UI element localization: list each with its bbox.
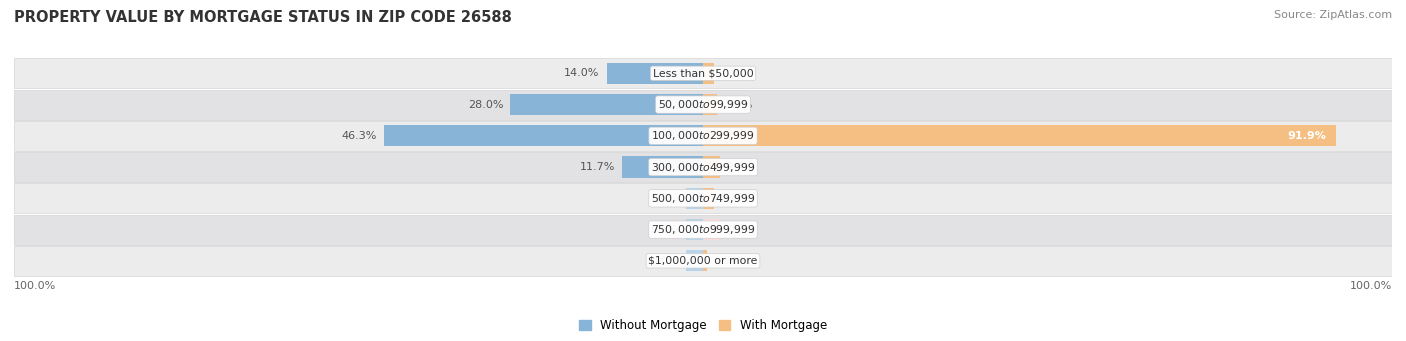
Text: 0.0%: 0.0%: [651, 256, 679, 266]
Legend: Without Mortgage, With Mortgage: Without Mortgage, With Mortgage: [574, 314, 832, 337]
Bar: [703, 188, 714, 209]
Text: 0.54%: 0.54%: [714, 256, 749, 266]
Bar: [14, 58, 1392, 88]
Text: Source: ZipAtlas.com: Source: ZipAtlas.com: [1274, 10, 1392, 20]
Bar: [703, 125, 1336, 147]
Text: 28.0%: 28.0%: [468, 100, 503, 109]
Text: 2.0%: 2.0%: [724, 100, 752, 109]
Text: $1,000,000 or more: $1,000,000 or more: [648, 256, 758, 266]
Text: $500,000 to $749,999: $500,000 to $749,999: [651, 192, 755, 205]
Text: 1.6%: 1.6%: [721, 193, 749, 203]
Bar: [703, 94, 717, 115]
Text: PROPERTY VALUE BY MORTGAGE STATUS IN ZIP CODE 26588: PROPERTY VALUE BY MORTGAGE STATUS IN ZIP…: [14, 10, 512, 25]
Text: Less than $50,000: Less than $50,000: [652, 68, 754, 78]
Bar: [14, 121, 1392, 151]
Text: 0.0%: 0.0%: [651, 225, 679, 235]
Bar: [14, 214, 1392, 244]
Bar: [703, 63, 714, 84]
Text: $100,000 to $299,999: $100,000 to $299,999: [651, 129, 755, 142]
Text: 46.3%: 46.3%: [342, 131, 377, 141]
Bar: [686, 219, 703, 240]
Text: 2.4%: 2.4%: [727, 162, 755, 172]
Text: 91.9%: 91.9%: [1286, 131, 1326, 141]
Bar: [686, 250, 703, 271]
Text: 14.0%: 14.0%: [564, 68, 599, 78]
Bar: [14, 152, 1392, 182]
Bar: [14, 246, 1392, 276]
Bar: [14, 183, 1392, 213]
Bar: [606, 63, 703, 84]
Bar: [703, 250, 707, 271]
Bar: [384, 125, 703, 147]
Text: 1.6%: 1.6%: [721, 68, 749, 78]
Text: 100.0%: 100.0%: [1350, 281, 1392, 291]
Bar: [510, 94, 703, 115]
Bar: [703, 219, 720, 240]
Bar: [703, 157, 720, 178]
Text: 0.0%: 0.0%: [651, 193, 679, 203]
Bar: [623, 157, 703, 178]
Bar: [14, 90, 1392, 120]
Text: $50,000 to $99,999: $50,000 to $99,999: [658, 98, 748, 111]
Text: 100.0%: 100.0%: [14, 281, 56, 291]
Text: $300,000 to $499,999: $300,000 to $499,999: [651, 161, 755, 174]
Text: 11.7%: 11.7%: [581, 162, 616, 172]
Text: $750,000 to $999,999: $750,000 to $999,999: [651, 223, 755, 236]
Text: 0.0%: 0.0%: [727, 225, 755, 235]
Bar: [686, 188, 703, 209]
